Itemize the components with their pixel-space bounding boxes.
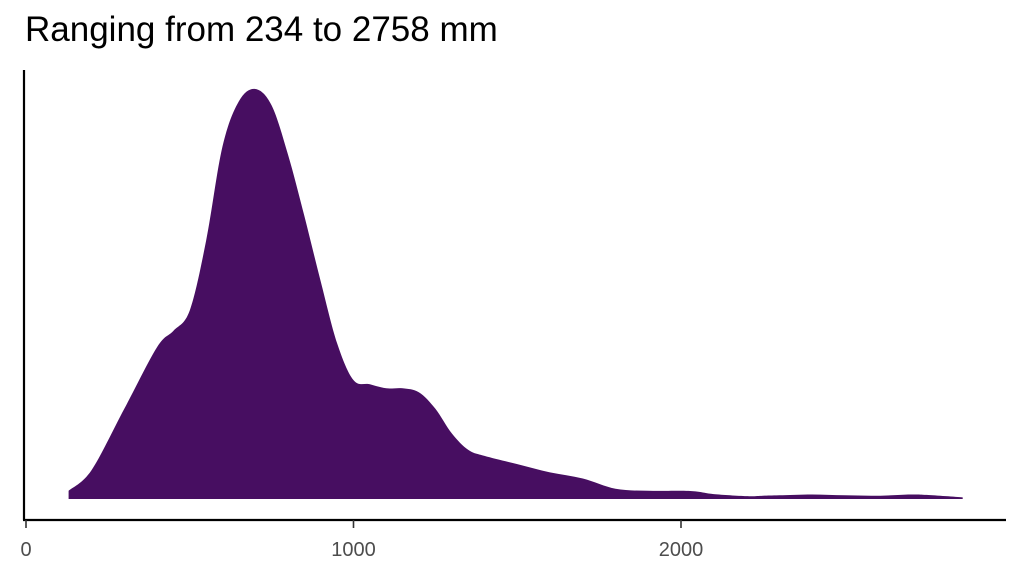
x-tick-label: 0 xyxy=(20,539,31,561)
x-tick-label: 2000 xyxy=(659,539,704,561)
x-axis-ticks: 0 1000 2000 xyxy=(20,520,703,561)
x-tick-label: 1000 xyxy=(331,539,376,561)
chart-title: Ranging from 234 to 2758 mm xyxy=(25,10,498,49)
density-area xyxy=(68,88,963,500)
